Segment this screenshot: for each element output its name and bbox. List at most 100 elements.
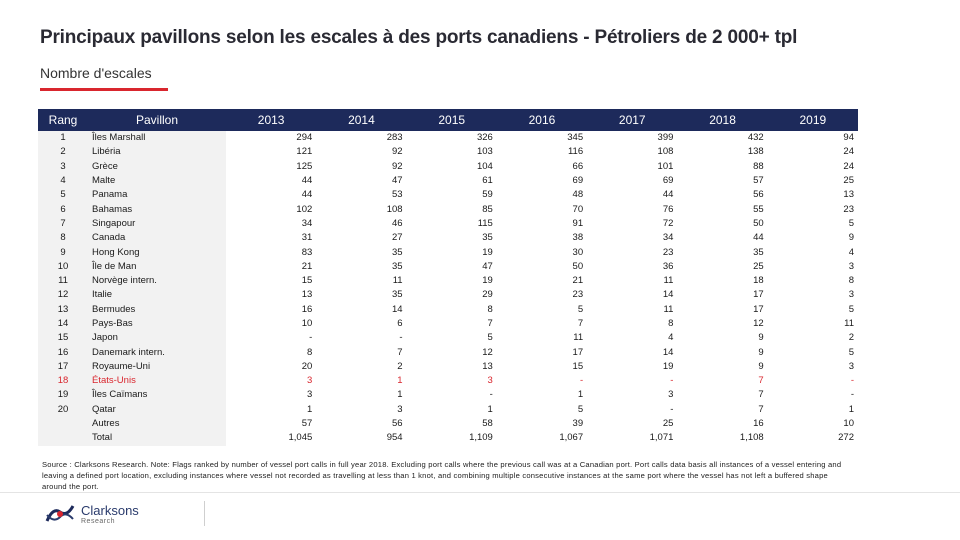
- value-cell: 1: [487, 403, 493, 415]
- value-cell: 88: [753, 160, 764, 172]
- accent-line: [40, 88, 168, 91]
- page-title: Principaux pavillons selon les escales à…: [40, 27, 798, 48]
- value-cell: 3: [848, 360, 854, 372]
- value-cell: 57: [301, 418, 313, 430]
- value-cell: 35: [391, 289, 403, 301]
- flag-cell: Qatar: [88, 402, 226, 417]
- value-cell: 25: [753, 260, 764, 272]
- rank-cell: 10: [38, 259, 88, 274]
- value-cell: 39: [572, 418, 584, 430]
- value-cell: 3: [487, 375, 493, 387]
- table-row: 19 Îles Caïmans 3 1 - 1 3 7 -: [38, 388, 858, 403]
- value-cell: 19: [482, 275, 493, 287]
- table-row: 15 Japon - - 5 11 4 9 2: [38, 331, 858, 346]
- value-cell: 115: [477, 217, 493, 229]
- value-cell: 92: [391, 160, 403, 172]
- value-cell: 7: [577, 318, 584, 329]
- value-cell: 36: [662, 260, 674, 272]
- table-row: 3 Grèce 125 92 104 66 101 88 24: [38, 159, 858, 174]
- value-cell: 18: [753, 275, 764, 287]
- value-cell: 34: [662, 232, 674, 244]
- value-cell: 14: [662, 346, 674, 358]
- footer-divider: [0, 492, 960, 493]
- value-cell: 272: [838, 432, 854, 444]
- value-cell: 11: [392, 275, 403, 287]
- value-cell: 11: [844, 318, 854, 329]
- table-row: Autres 57 56 58 39 25 16 10: [38, 416, 858, 432]
- table-row: 7 Singapour 34 46 115 91 72 50 5: [38, 216, 858, 232]
- value-cell: 53: [391, 189, 403, 201]
- rank-cell: 17: [38, 359, 88, 375]
- table-row: Total 1,045 954 1,109 1,067 1,071 1,108 272: [38, 431, 858, 446]
- flag-cell: Bahamas: [88, 202, 226, 217]
- value-cell: 85: [482, 203, 493, 215]
- rank-cell: 20: [38, 402, 88, 417]
- table-row: 20 Qatar 1 3 1 5 - 7 1: [38, 402, 858, 417]
- value-cell: 12: [482, 346, 493, 358]
- value-cell: 3: [306, 389, 313, 401]
- value-cell: 4: [848, 246, 854, 258]
- value-cell: 44: [753, 232, 764, 244]
- value-cell: 5: [848, 217, 854, 229]
- logo-sub: Research: [81, 518, 115, 525]
- value-cell: 61: [482, 175, 493, 187]
- value-cell: 11: [663, 303, 674, 315]
- value-cell: 14: [391, 303, 403, 315]
- value-cell: 69: [662, 175, 674, 187]
- clarksons-logo: Clarksons Research: [45, 503, 205, 527]
- value-cell: 25: [843, 175, 854, 187]
- value-cell: 1,045: [288, 432, 313, 444]
- table-row: 4 Malte 44 47 61 69 69 57 25: [38, 173, 858, 189]
- value-cell: 10: [843, 418, 854, 430]
- value-cell: 12: [753, 318, 764, 329]
- value-cell: 55: [753, 203, 764, 215]
- rank-cell: 2: [38, 145, 88, 160]
- value-cell: 23: [572, 289, 584, 301]
- value-cell: 11: [573, 332, 584, 344]
- value-cell: 3: [306, 375, 313, 387]
- value-cell: 432: [747, 132, 764, 144]
- value-cell: 1: [577, 389, 584, 401]
- value-cell: 8: [487, 303, 493, 315]
- value-cell: -: [670, 375, 674, 387]
- flag-cell: Autres: [88, 416, 226, 432]
- value-cell: 44: [301, 175, 313, 187]
- value-cell: 2: [397, 360, 403, 372]
- value-cell: 108: [657, 146, 674, 158]
- header-year: 2017: [587, 109, 678, 131]
- header-year: 2015: [406, 109, 497, 131]
- value-cell: 34: [301, 217, 313, 229]
- value-cell: 29: [482, 289, 493, 301]
- value-cell: 16: [753, 418, 764, 430]
- table-row: 5 Panama 44 53 59 48 44 56 13: [38, 188, 858, 203]
- table-row: 6 Bahamas 102 108 85 70 76 55 23: [38, 202, 858, 217]
- value-cell: 138: [747, 146, 764, 158]
- value-cell: 56: [753, 189, 764, 201]
- rank-cell: 18: [38, 374, 88, 389]
- value-cell: 9: [848, 232, 854, 244]
- flag-cell: Pays-Bas: [88, 316, 226, 332]
- value-cell: 5: [577, 403, 584, 415]
- table-row: 13 Bermudes 16 14 8 5 11 17 5: [38, 302, 858, 317]
- value-cell: 9: [758, 332, 764, 344]
- value-cell: 5: [487, 332, 493, 344]
- header-year: 2014: [316, 109, 407, 131]
- value-cell: 8: [306, 346, 313, 358]
- table-row: 12 Italie 13 35 29 23 14 17 3: [38, 288, 858, 303]
- value-cell: 58: [482, 418, 493, 430]
- value-cell: 1: [397, 389, 403, 401]
- value-cell: 46: [391, 217, 403, 229]
- value-cell: 1: [397, 375, 403, 387]
- value-cell: -: [670, 403, 674, 415]
- value-cell: 3: [848, 289, 854, 301]
- value-cell: 16: [301, 303, 313, 315]
- value-cell: 76: [662, 203, 674, 215]
- value-cell: 19: [482, 246, 493, 258]
- value-cell: 954: [386, 432, 403, 444]
- flag-cell: Canada: [88, 231, 226, 246]
- header-year: 2016: [496, 109, 588, 131]
- value-cell: 7: [758, 389, 764, 401]
- flag-cell: Danemark intern.: [88, 345, 226, 360]
- value-cell: 101: [657, 160, 674, 172]
- value-cell: 59: [482, 189, 493, 201]
